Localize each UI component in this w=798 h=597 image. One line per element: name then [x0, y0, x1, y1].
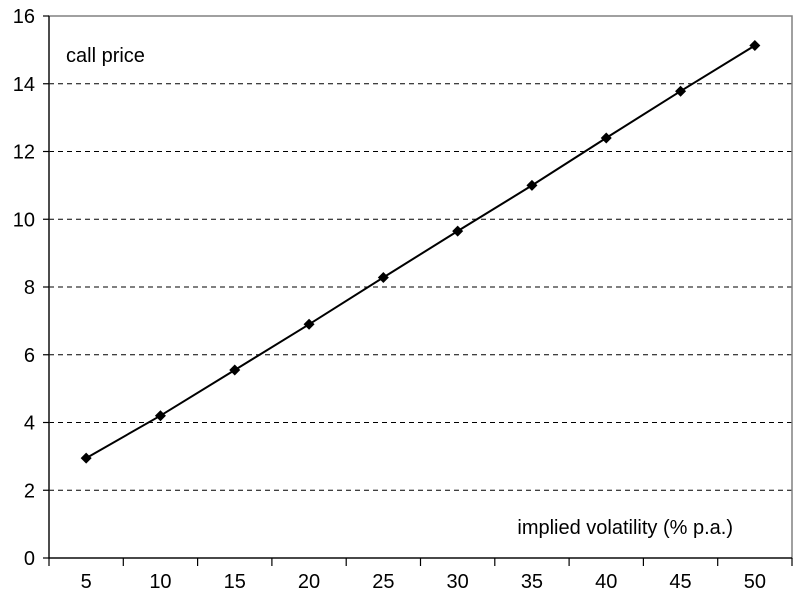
data-point-20 [303, 318, 315, 330]
gridlines [49, 83, 792, 491]
x-tick-label: 40 [595, 571, 617, 593]
x-axis-title: implied volatility (% p.a.) [517, 517, 733, 539]
data-point-25 [377, 272, 389, 284]
series-line-0 [85, 44, 756, 459]
y-tick-label: 16 [13, 6, 35, 28]
x-tick-label: 10 [149, 571, 171, 593]
y-axis-title: call price [66, 45, 145, 67]
x-tick-label: 45 [669, 571, 691, 593]
data-point-30 [452, 225, 464, 237]
data-point-5 [80, 452, 92, 464]
x-tick-label: 25 [372, 571, 394, 593]
series-group [80, 39, 761, 464]
x-axis-ticks: 5 10 15 20 25 30 35 40 45 50 [48, 558, 793, 593]
data-point-35 [526, 179, 538, 191]
x-tick-label: 5 [81, 571, 92, 593]
y-tick-label: 2 [24, 480, 35, 502]
x-tick-label: 50 [744, 571, 766, 593]
y-axis-ticks: 0 2 4 6 8 10 12 14 16 [13, 6, 49, 570]
y-tick-label: 14 [13, 74, 35, 96]
data-point-15 [229, 364, 241, 376]
data-point-10 [154, 410, 166, 422]
data-point-50 [749, 39, 761, 51]
x-tick-label: 15 [224, 571, 246, 593]
x-tick-label: 35 [521, 571, 543, 593]
x-tick-label: 30 [447, 571, 469, 593]
data-point-45 [675, 85, 687, 97]
y-tick-label: 6 [24, 345, 35, 367]
y-tick-label: 10 [13, 209, 35, 231]
y-tick-label: 12 [13, 142, 35, 164]
data-point-40 [600, 132, 612, 144]
y-tick-label: 4 [24, 413, 35, 435]
y-tick-label: 8 [24, 277, 35, 299]
x-tick-label: 20 [298, 571, 320, 593]
y-tick-label: 0 [24, 548, 35, 570]
